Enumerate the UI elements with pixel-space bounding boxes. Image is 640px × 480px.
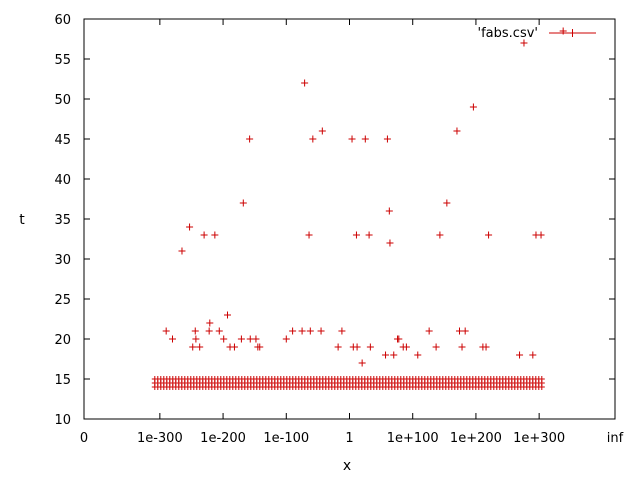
data-point <box>206 319 214 327</box>
data-point <box>178 247 186 255</box>
data-point <box>215 327 223 335</box>
y-tick-label: 20 <box>54 333 71 348</box>
data-point <box>390 351 398 359</box>
data-point <box>191 327 199 335</box>
data-point <box>317 327 325 335</box>
data-point <box>298 327 306 335</box>
y-tick-label: 25 <box>54 293 71 308</box>
data-point <box>436 231 444 239</box>
data-point <box>458 343 466 351</box>
data-point <box>186 223 194 231</box>
data-point <box>192 335 200 343</box>
data-point <box>239 199 247 207</box>
dense-band-row <box>151 380 545 386</box>
data-point <box>196 343 204 351</box>
data-point <box>223 311 231 319</box>
data-point <box>485 231 493 239</box>
data-point <box>309 135 317 143</box>
data-point <box>301 79 309 87</box>
data-point <box>256 343 264 351</box>
data-point <box>305 231 313 239</box>
y-axis: 10 15 20 25 30 35 40 45 50 55 60 <box>54 13 615 428</box>
data-point <box>162 327 170 335</box>
legend: 'fabs.csv' <box>478 26 596 41</box>
data-point <box>425 327 433 335</box>
data-point <box>529 351 537 359</box>
y-tick-label: 10 <box>54 413 71 428</box>
x-tick-label: 1e-100 <box>263 431 309 446</box>
data-point <box>318 127 326 135</box>
data-point <box>352 231 360 239</box>
y-tick-label: 50 <box>54 93 71 108</box>
y-tick-label: 45 <box>54 133 71 148</box>
x-tick-label: 1e+200 <box>450 431 502 446</box>
y-tick-label: 35 <box>54 213 71 228</box>
data-point <box>482 343 490 351</box>
data-point <box>461 327 469 335</box>
data-point <box>469 103 477 111</box>
data-points <box>162 27 567 367</box>
data-point <box>365 231 373 239</box>
data-point <box>348 135 356 143</box>
data-point <box>252 335 260 343</box>
data-point <box>366 343 374 351</box>
data-point <box>432 343 440 351</box>
data-point <box>395 335 403 343</box>
data-point <box>282 335 290 343</box>
x-tick-label: 1e-200 <box>200 431 246 446</box>
data-point <box>443 199 451 207</box>
legend-entry-label: 'fabs.csv' <box>478 26 538 41</box>
data-point <box>230 343 238 351</box>
data-point <box>220 335 228 343</box>
dense-band-row <box>151 384 545 390</box>
data-point <box>338 327 346 335</box>
data-point <box>211 231 219 239</box>
x-tick-label: 1e+100 <box>387 431 439 446</box>
y-tick-label: 40 <box>54 173 71 188</box>
x-tick-label: 1e-300 <box>137 431 183 446</box>
data-point <box>382 351 390 359</box>
data-point <box>200 231 208 239</box>
y-tick-label: 15 <box>54 373 71 388</box>
data-point <box>334 343 342 351</box>
x-axis-label: x <box>343 458 351 474</box>
x-tick-label: 1 <box>345 431 353 446</box>
x-tick-label: inf <box>607 431 624 446</box>
x-axis: 0 1e-300 1e-200 1e-100 1 1e+100 1e+200 1e+300 in… <box>80 19 624 446</box>
data-point <box>289 327 297 335</box>
data-point <box>537 231 545 239</box>
data-point <box>306 327 314 335</box>
data-point <box>516 351 524 359</box>
data-point <box>402 343 410 351</box>
x-tick-label: 1e+300 <box>513 431 565 446</box>
y-tick-label: 55 <box>54 53 71 68</box>
data-point <box>205 327 213 335</box>
y-tick-label: 30 <box>54 253 71 268</box>
y-axis-label: t <box>19 212 25 228</box>
plot-frame <box>83 18 616 420</box>
data-point <box>189 343 197 351</box>
data-point <box>237 335 245 343</box>
dense-band <box>151 376 545 390</box>
data-point <box>453 127 461 135</box>
data-point <box>169 335 176 343</box>
x-tick-label: 0 <box>80 431 88 446</box>
dense-band-row <box>151 376 545 382</box>
data-point <box>361 135 369 143</box>
data-point <box>386 239 394 247</box>
y-tick-label: 60 <box>54 13 71 28</box>
data-point <box>246 135 254 143</box>
data-point <box>520 39 528 47</box>
data-point <box>353 343 361 351</box>
data-point <box>358 359 366 367</box>
data-point <box>385 207 393 215</box>
legend-marker <box>549 29 596 37</box>
data-point <box>414 351 422 359</box>
data-point <box>383 135 391 143</box>
